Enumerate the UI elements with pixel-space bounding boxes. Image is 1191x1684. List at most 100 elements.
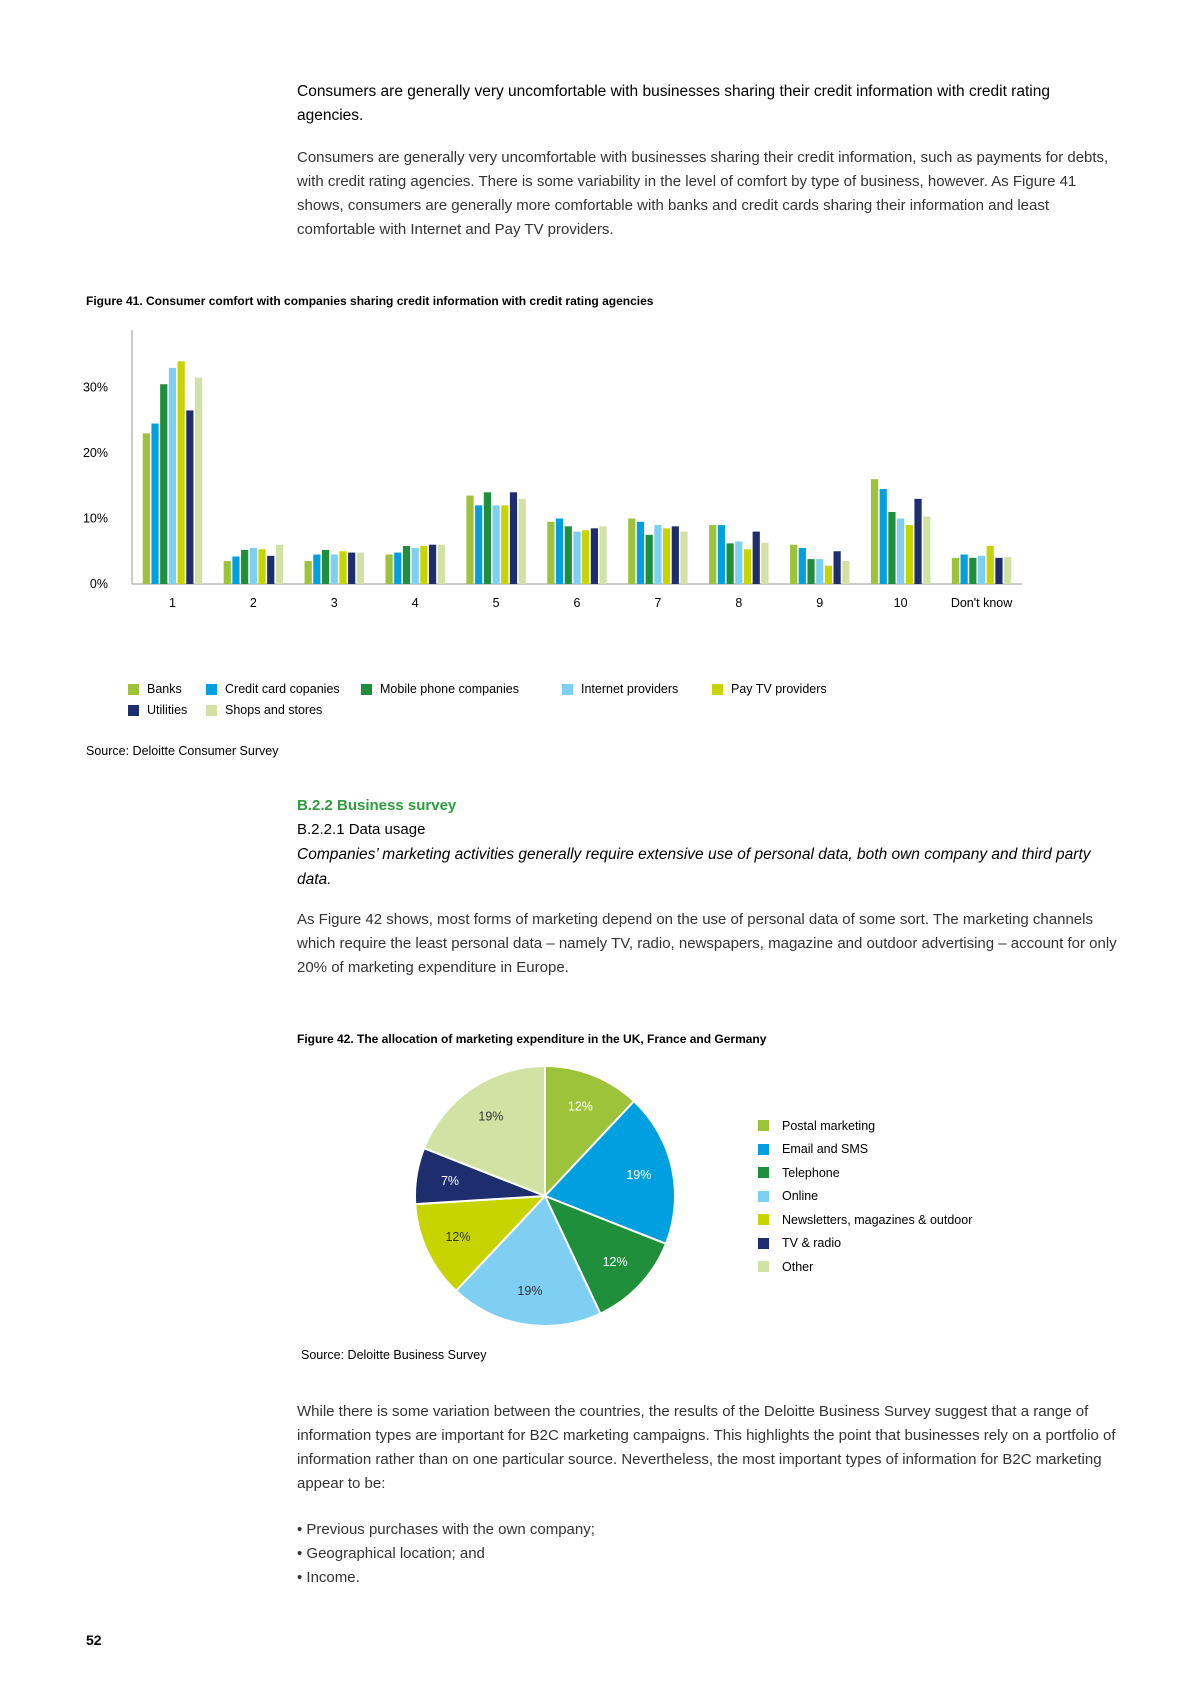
legend-label: Banks xyxy=(147,682,182,696)
x-tick-label: 6 xyxy=(574,596,581,610)
legend-item: Credit card copanies xyxy=(206,682,340,696)
y-tick-label: 10% xyxy=(83,512,108,526)
bar-banks xyxy=(466,495,474,584)
legend-item: Mobile phone companies xyxy=(361,682,519,696)
bar-utilities xyxy=(509,492,518,584)
bar-credit-card-copanies xyxy=(313,554,321,584)
legend-label: Telephone xyxy=(782,1165,840,1180)
bar-pay-tv-providers xyxy=(986,546,994,584)
bar-utilities xyxy=(186,410,194,584)
bar-internet-providers xyxy=(411,547,419,584)
bar-banks xyxy=(223,561,231,584)
bar-banks xyxy=(142,433,150,584)
bar-mobile-phone-companies xyxy=(726,543,734,584)
bar-mobile-phone-companies xyxy=(888,511,896,584)
bar-pay-tv-providers xyxy=(501,505,509,584)
x-tick-label: 8 xyxy=(735,596,742,610)
bar-internet-providers xyxy=(977,555,986,584)
legend-swatch xyxy=(758,1237,769,1249)
bar-internet-providers xyxy=(168,367,177,584)
bar-internet-providers xyxy=(897,518,905,584)
legend-label: Mobile phone companies xyxy=(380,682,519,696)
bar-banks xyxy=(709,525,717,584)
figure-41-source: Source: Deloitte Consumer Survey xyxy=(86,744,279,758)
bar-shops-and-stores xyxy=(356,552,364,584)
section-lead: Companies’ marketing activities generall… xyxy=(297,846,1091,888)
bar-utilities xyxy=(914,498,922,584)
bar-banks xyxy=(870,479,879,584)
pie-slice-postal-marketing xyxy=(544,1064,636,1199)
bar-pay-tv-providers xyxy=(824,565,833,584)
bar-credit-card-copanies xyxy=(717,525,726,584)
pie-slice-label: 12% xyxy=(603,1255,628,1269)
section-subheading: B.2.2.1 Data usage xyxy=(297,821,426,838)
bar-pay-tv-providers xyxy=(177,361,185,584)
bar-mobile-phone-companies xyxy=(969,557,977,584)
legend-swatch xyxy=(758,1214,769,1226)
bar-pay-tv-providers xyxy=(743,549,752,584)
pie-slice-label: 19% xyxy=(517,1284,542,1298)
bar-utilities xyxy=(590,528,598,584)
legend-item: Internet providers xyxy=(562,682,678,696)
bar-internet-providers xyxy=(573,531,581,584)
bar-shops-and-stores xyxy=(599,526,607,584)
legend-label: Postal marketing xyxy=(782,1118,876,1133)
pie-slice-label: 12% xyxy=(568,1100,593,1114)
bar-shops-and-stores xyxy=(194,377,203,584)
section-heading: B.2.2 Business survey xyxy=(297,797,457,814)
pie-slice-online xyxy=(454,1194,602,1327)
bar-utilities xyxy=(995,557,1003,584)
legend-item: Pay TV providers xyxy=(712,682,827,696)
pie-chart: 12% 19% 12% 19% 12% 7% 19% xyxy=(414,1064,676,1327)
pie-slice-telephone xyxy=(543,1194,668,1315)
bar-internet-providers xyxy=(816,559,824,584)
bar-mobile-phone-companies xyxy=(321,549,330,584)
legend-swatch xyxy=(361,683,372,695)
bar-mobile-phone-companies xyxy=(402,546,411,584)
y-tick-label: 20% xyxy=(83,446,108,460)
y-tick-label: 0% xyxy=(90,577,108,591)
bar-utilities xyxy=(428,544,437,584)
legend-swatch xyxy=(128,704,139,716)
bar-credit-card-copanies xyxy=(151,423,159,584)
legend-swatch xyxy=(758,1167,769,1179)
page-number: 52 xyxy=(86,1632,102,1648)
bar-shops-and-stores xyxy=(761,542,769,584)
x-tick-label: 7 xyxy=(654,596,661,610)
figure-42-title: Figure 42. The allocation of marketing e… xyxy=(297,1032,767,1046)
x-tick-label: 2 xyxy=(250,596,257,610)
y-tick-label: 30% xyxy=(83,381,108,395)
bar-internet-providers xyxy=(735,541,743,584)
legend-swatch xyxy=(712,683,723,695)
business-survey-section: B.2.2 Business survey B.2.2.1 Data usage… xyxy=(297,794,1127,892)
x-tick-label: Don't know xyxy=(951,596,1013,610)
pie-slice-label: 19% xyxy=(626,1168,651,1182)
bar-banks xyxy=(304,561,312,584)
legend-swatch xyxy=(562,683,573,695)
bar-shops-and-stores xyxy=(275,544,284,584)
intro-paragraph: Consumers are generally very uncomfortab… xyxy=(297,149,1109,238)
bar-mobile-phone-companies xyxy=(241,549,249,584)
bar-mobile-phone-companies xyxy=(160,384,168,584)
bar-pay-tv-providers xyxy=(339,551,347,584)
x-tick-label: 1 xyxy=(169,596,176,610)
list-item: Income. xyxy=(297,1566,1122,1590)
figure-41-title: Figure 41. Consumer comfort with compani… xyxy=(86,294,654,308)
bar-shops-and-stores xyxy=(680,531,688,584)
legend-label: Other xyxy=(782,1259,814,1274)
legend-label: Email and SMS xyxy=(782,1142,869,1157)
bar-utilities xyxy=(348,552,356,584)
intro-heading: Consumers are generally very uncomfortab… xyxy=(297,83,1050,124)
legend-label: Shops and stores xyxy=(225,703,323,717)
section-paragraph: As Figure 42 shows, most forms of market… xyxy=(297,911,1117,976)
figure-42-source: Source: Deloitte Business Survey xyxy=(301,1348,487,1362)
legend-item: Newsletters, magazines & outdoor xyxy=(758,1208,972,1232)
bar-pay-tv-providers xyxy=(258,549,266,584)
bar-utilities xyxy=(267,555,275,584)
list-item: Geographical location; and xyxy=(297,1542,1122,1566)
bar-banks xyxy=(547,521,555,584)
bar-pay-tv-providers xyxy=(582,530,590,584)
legend-swatch xyxy=(758,1120,769,1132)
pie-slice-label: 19% xyxy=(478,1109,503,1123)
